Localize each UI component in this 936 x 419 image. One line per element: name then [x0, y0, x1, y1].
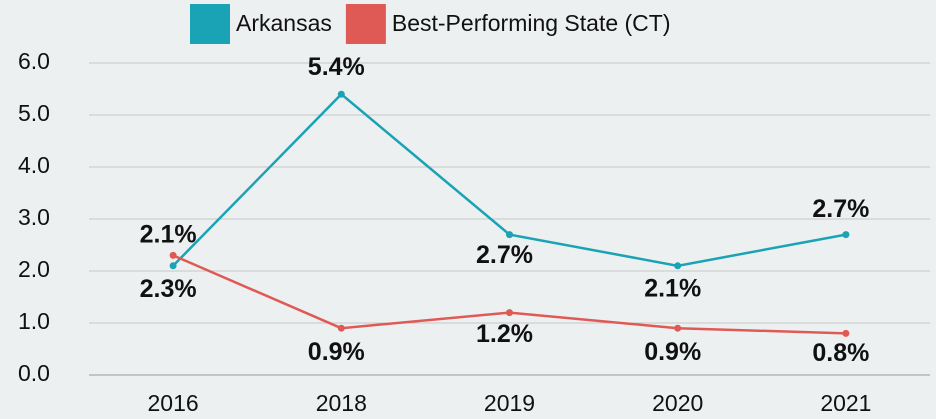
data-label: 2.3% — [140, 275, 197, 303]
series-line — [172, 92, 847, 268]
data-label: 0.9% — [308, 338, 365, 366]
legend-swatch — [190, 4, 230, 44]
y-tick-label: 6.0 — [18, 48, 50, 74]
y-tick-label: 1.0 — [18, 308, 50, 334]
y-tick-label: 4.0 — [18, 152, 50, 178]
legend-swatch — [345, 4, 386, 44]
x-tick-label: 2018 — [316, 390, 367, 416]
x-tick-label: 2019 — [484, 390, 535, 416]
point — [506, 231, 513, 239]
point — [842, 329, 850, 337]
point — [337, 324, 345, 332]
legend-label: Arkansas — [236, 10, 332, 36]
point — [674, 262, 682, 270]
data-label: 0.8% — [812, 339, 869, 367]
data-label: 1.2% — [476, 320, 533, 348]
data-label: 2.7% — [812, 195, 869, 223]
point — [337, 90, 345, 98]
y-tick-label: 0.0 — [18, 360, 50, 386]
legend-label: Best-Performing State (CT) — [392, 10, 671, 36]
point — [842, 231, 850, 239]
data-label: 2.7% — [476, 241, 533, 269]
y-tick-label: 2.0 — [18, 256, 50, 282]
x-tick-label: 2021 — [820, 390, 871, 416]
y-tick-label: 5.0 — [18, 100, 50, 126]
point — [674, 324, 682, 332]
data-label: 5.4% — [308, 53, 365, 81]
y-tick-label: 3.0 — [18, 204, 50, 230]
data-label: 2.1% — [644, 274, 701, 302]
point — [506, 309, 513, 317]
data-label: 2.1% — [140, 220, 197, 248]
point — [169, 251, 177, 259]
x-tick-label: 2016 — [148, 390, 199, 416]
point — [169, 262, 177, 270]
x-tick-label: 2020 — [652, 390, 703, 416]
data-label: 0.9% — [644, 338, 701, 366]
